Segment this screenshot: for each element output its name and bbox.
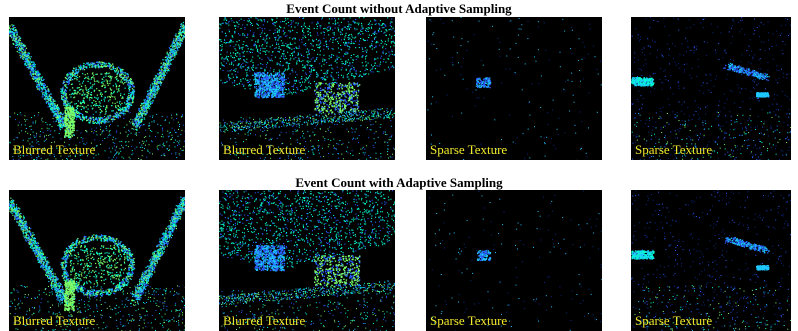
event-visualization xyxy=(9,196,185,331)
event-visualization xyxy=(9,21,185,160)
event-visualization xyxy=(219,17,395,160)
panel-caption: Sparse Texture xyxy=(430,142,508,157)
event-image-2-3: Sparse Texture xyxy=(426,190,602,331)
panel-caption: Sparse Texture xyxy=(430,313,508,328)
panel-caption: Blurred Texture xyxy=(223,313,306,328)
panel-caption: Sparse Texture xyxy=(635,313,713,328)
event-visualization xyxy=(219,190,395,331)
event-image-2-4: Sparse Texture xyxy=(631,190,791,331)
event-image-1-2: Blurred Texture xyxy=(219,17,395,160)
row-title-top: Event Count without Adaptive Sampling xyxy=(286,1,512,16)
row-title-bottom: Event Count with Adaptive Sampling xyxy=(295,175,503,190)
event-visualization xyxy=(428,190,602,331)
event-image-1-4: Sparse Texture xyxy=(631,17,791,160)
panel-caption: Blurred Texture xyxy=(13,142,96,157)
event-image-2-2: Blurred Texture xyxy=(219,190,395,331)
event-visualization xyxy=(631,17,791,160)
event-image-2-1: Blurred Texture xyxy=(9,190,185,331)
panel-caption: Blurred Texture xyxy=(223,142,306,157)
panel-caption: Blurred Texture xyxy=(13,313,96,328)
event-visualization xyxy=(631,190,791,331)
event-image-1-1: Blurred Texture xyxy=(9,17,185,160)
event-image-1-3: Sparse Texture xyxy=(426,17,602,160)
event-visualization xyxy=(427,17,602,160)
panel-caption: Sparse Texture xyxy=(635,142,713,157)
